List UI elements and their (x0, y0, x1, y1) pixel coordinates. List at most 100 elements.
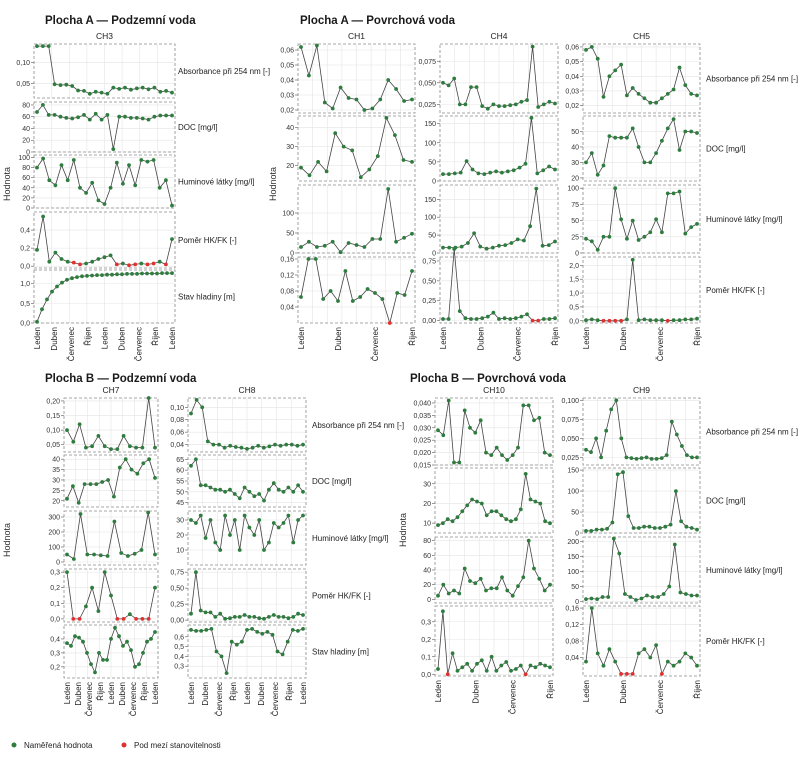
legend: Naměřená hodnota Pod mezí stanovitelnosti (11, 741, 221, 750)
y-tick-label: 0,25 (422, 298, 436, 305)
point-measured (262, 616, 266, 621)
point-measured (373, 291, 377, 295)
point-measured (208, 610, 213, 615)
y-tick-label: 35 (52, 467, 60, 474)
point-measured (222, 445, 227, 450)
point-measured (129, 116, 133, 120)
panel-frame (439, 256, 559, 324)
point-measured (153, 445, 157, 450)
panel-frame (439, 115, 559, 182)
legend-marker-measured (11, 742, 17, 748)
point-measured (613, 135, 618, 140)
point-measured (541, 168, 546, 173)
point-measured (674, 489, 678, 493)
point-measured (271, 613, 276, 617)
point-measured (462, 408, 467, 413)
panel-ch1-absorbance-pri-254-nm: 0,02 0,03 0,04 0,05 0,06 (280, 43, 416, 115)
x-tick-label: Červenec (134, 327, 143, 361)
point-measured (508, 103, 513, 108)
point-measured (301, 442, 305, 447)
point-measured (262, 498, 266, 503)
y-tick-label: 0,0 (50, 616, 60, 623)
point-measured (285, 639, 290, 644)
panel-frame (33, 43, 176, 99)
point-measured (295, 443, 300, 448)
point-measured (615, 472, 620, 477)
y-axis-label: Hodnota (398, 513, 408, 547)
point-measured (84, 191, 88, 195)
point-below-limit (114, 262, 119, 267)
panel-ch4-pomer-hk-fk: 0,00 0,25 0,50 0,75 (422, 247, 559, 325)
point-measured (307, 73, 311, 78)
y-tick-label: 0,4 (50, 636, 60, 643)
point-measured (328, 289, 333, 293)
point-measured (484, 513, 489, 518)
point-measured (468, 579, 472, 583)
section-title: Plocha B — Povrchová voda (410, 373, 567, 385)
point-measured (140, 271, 144, 276)
point-measured (145, 639, 149, 644)
point-measured (642, 234, 647, 239)
section-title: Plocha B — Podzemní voda (45, 373, 197, 385)
panel-ch3-doc-mg-l: 0 20 40 60 80 (22, 101, 176, 157)
y-tick-label: 30 (571, 160, 579, 167)
x-tick-label: Červenec (67, 327, 76, 361)
point-measured (153, 630, 157, 634)
point-measured (65, 496, 69, 501)
y-tick-label: 55 (176, 479, 184, 486)
point-measured (503, 243, 508, 248)
x-tick-label: Říjen (84, 327, 93, 346)
point-measured (609, 407, 614, 412)
point-measured (695, 222, 699, 226)
point-measured (132, 551, 137, 556)
point-measured (76, 88, 80, 93)
point-measured (584, 659, 588, 664)
point-measured (684, 592, 688, 596)
point-measured (315, 43, 319, 48)
y-tick-label: 0 (575, 531, 579, 538)
point-below-limit (613, 318, 618, 323)
point-measured (689, 593, 694, 598)
point-measured (102, 570, 107, 574)
point-measured (528, 497, 533, 502)
point-measured (170, 90, 174, 95)
y-tick-label: 0,2 (20, 246, 30, 253)
section-title: Plocha A — Povrchová voda (300, 15, 456, 27)
point-measured (117, 114, 122, 119)
point-measured (141, 461, 146, 466)
point-measured (677, 318, 682, 323)
point-measured (589, 45, 594, 49)
point-measured (90, 180, 95, 185)
point-measured (80, 274, 84, 279)
point-measured (46, 44, 51, 48)
point-measured (90, 585, 94, 590)
point-measured (276, 487, 281, 492)
point-measured (516, 445, 520, 450)
y-tick-label: 25 (52, 488, 60, 495)
point-measured (82, 89, 86, 93)
point-measured (90, 259, 95, 264)
point-measured (255, 630, 260, 634)
point-measured (452, 171, 457, 176)
y-tick-label: 150 (567, 468, 579, 475)
point-measured (137, 662, 141, 666)
point-measured (228, 616, 232, 621)
point-measured (497, 317, 501, 321)
point-measured (198, 608, 203, 613)
point-measured (140, 85, 145, 90)
point-measured (153, 585, 157, 590)
y-tick-label: 0,025 (418, 102, 436, 109)
point-measured (480, 104, 485, 108)
x-tick-label: Duben (334, 327, 343, 351)
y-tick-label: 0,12 (280, 273, 294, 280)
point-measured (447, 172, 451, 177)
point-measured (654, 217, 658, 222)
series-line (66, 458, 156, 505)
point-measured (665, 659, 670, 664)
point-measured (548, 665, 552, 670)
row-label-doc-mg-l: DOC [mg/l] (706, 497, 746, 506)
y-tick-label: 50 (571, 584, 579, 591)
series-line (300, 258, 413, 325)
point-measured (543, 519, 547, 524)
y-tick-label: 0,12 (565, 622, 579, 629)
